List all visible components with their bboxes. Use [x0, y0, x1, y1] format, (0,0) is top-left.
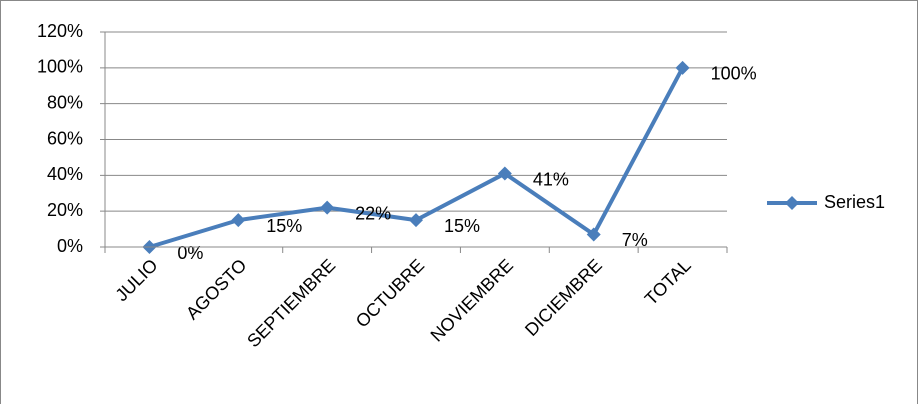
- y-tick-label: 0%: [57, 236, 83, 256]
- y-tick-label: 20%: [47, 200, 83, 220]
- y-tick-label: 40%: [47, 164, 83, 184]
- y-tick-label: 60%: [47, 128, 83, 148]
- data-label: 15%: [266, 216, 302, 236]
- marker: [320, 200, 335, 215]
- data-label: 0%: [177, 243, 203, 263]
- legend-marker: [785, 196, 799, 210]
- data-label: 41%: [533, 169, 569, 189]
- legend-label: Series1: [824, 192, 885, 212]
- y-tick-label: 100%: [37, 57, 83, 77]
- data-label: 22%: [355, 203, 391, 223]
- data-label: 100%: [711, 64, 757, 84]
- marker: [675, 60, 690, 75]
- y-tick-label: 80%: [47, 92, 83, 112]
- y-tick-label: 120%: [37, 21, 83, 41]
- marker: [586, 227, 601, 242]
- marker: [497, 166, 512, 181]
- data-label: 7%: [622, 230, 648, 250]
- data-label: 15%: [444, 216, 480, 236]
- marker: [409, 213, 423, 228]
- marker: [231, 213, 246, 228]
